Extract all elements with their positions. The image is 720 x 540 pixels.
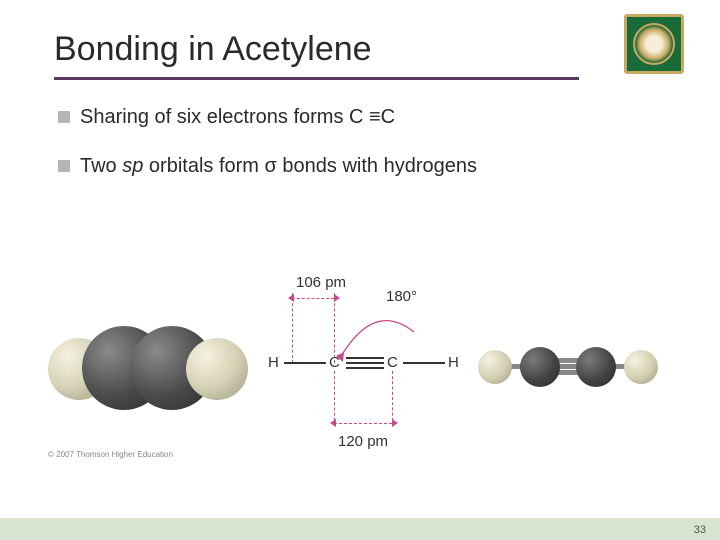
triple-bond-line — [346, 362, 384, 364]
b2-suffix: orbitals form σ bonds with hydrogens — [143, 155, 477, 177]
slide-title: Bonding in Acetylene — [54, 30, 672, 69]
atom-h-right: H — [448, 354, 459, 371]
title-underline — [54, 77, 579, 80]
arrow-tip — [392, 419, 398, 427]
b1-triple-bond: ≡ — [369, 106, 381, 128]
atom-h-left: H — [268, 354, 279, 371]
acetylene-diagram: 106 pm 180° H C C H — [48, 268, 643, 468]
bullet-item-1: Sharing of six electrons forms C ≡C — [58, 106, 672, 129]
single-bond — [403, 362, 445, 364]
ballstick-h-left — [478, 350, 512, 384]
ballstick-model — [478, 330, 658, 402]
ballstick-c-right — [576, 347, 616, 387]
atom-c-left: C — [329, 354, 340, 371]
b1-prefix: Sharing of six electrons forms C — [80, 106, 369, 128]
university-logo — [624, 14, 684, 74]
footer-bar — [0, 518, 720, 540]
arrow-tip — [330, 419, 336, 427]
triple-bond-line — [346, 367, 384, 369]
arrow-tip — [334, 294, 340, 302]
guide-hline — [334, 423, 392, 424]
logo-seal — [633, 23, 675, 65]
spacefill-h-right — [186, 338, 248, 400]
bullet-item-2: Two sp orbitals form σ bonds with hydrog… — [58, 155, 672, 178]
triple-bond-line — [346, 357, 384, 359]
guide-line — [292, 293, 293, 363]
bullet-list: Sharing of six electrons forms C ≡C Two … — [48, 106, 672, 178]
bond-length-cc: 120 pm — [338, 433, 388, 450]
atom-c-right: C — [387, 354, 398, 371]
single-bond — [284, 362, 326, 364]
arrow-tip — [288, 294, 294, 302]
angle-arc — [334, 306, 424, 364]
structural-diagram: 106 pm 180° H C C H — [258, 268, 458, 458]
guide-line — [392, 371, 393, 426]
b1-suffix: C — [381, 106, 395, 128]
guide-line — [334, 371, 335, 426]
page-number: 33 — [694, 524, 706, 536]
ballstick-h-right — [624, 350, 658, 384]
bond-angle: 180° — [386, 288, 417, 305]
bullet-marker-icon — [58, 111, 70, 123]
bullet-text-2: Two sp orbitals form σ bonds with hydrog… — [80, 155, 477, 178]
bullet-marker-icon — [58, 160, 70, 172]
guide-hline — [292, 298, 334, 299]
ballstick-c-left — [520, 347, 560, 387]
bullet-text-1: Sharing of six electrons forms C ≡C — [80, 106, 395, 129]
bond-length-hc: 106 pm — [296, 274, 346, 291]
spacefill-model — [48, 312, 243, 424]
copyright-text: © 2007 Thomson Higher Education — [48, 450, 173, 459]
b2-sp: sp — [122, 155, 143, 177]
b2-prefix: Two — [80, 155, 122, 177]
